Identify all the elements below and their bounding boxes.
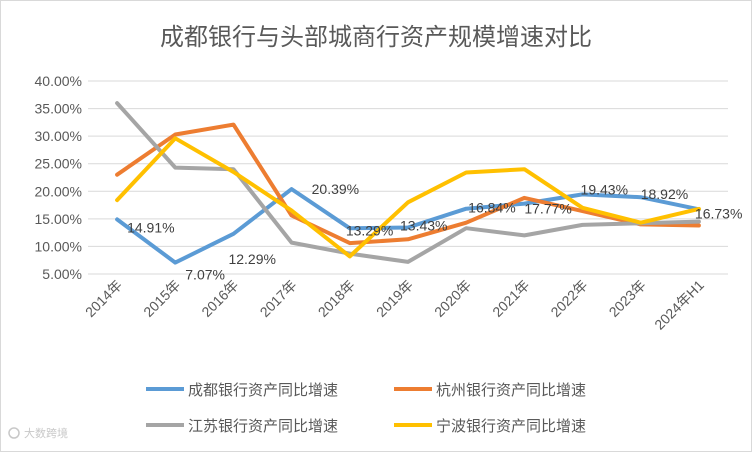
data-label: 18.92% [641,186,688,202]
series-line-2 [115,122,701,246]
watermark: 大数跨境 [8,426,68,440]
x-tick-label: 2015年 [140,277,183,320]
chart-title: 成都银行与头部城商行资产规模增速对比 [160,23,592,51]
data-label: 7.07% [185,267,225,283]
y-tick-label: 35.00% [35,101,82,117]
data-label: 19.43% [581,181,628,197]
gridlines [88,80,728,275]
x-tick-label: 2022年 [547,277,590,320]
legend-label: 杭州银行资产同比增速 [436,381,586,399]
series-line-3 [115,101,701,264]
data-label: 14.91% [127,219,174,235]
y-tick-label: 20.00% [35,183,82,199]
series-line-1 [115,187,701,265]
x-tick-label: 2023年 [606,277,649,320]
data-label: 20.39% [312,181,359,197]
legend-label: 江苏银行资产同比增速 [188,417,338,435]
y-tick-label: 10.00% [35,238,82,254]
x-axis-ticks: 2014年 2015年 2016年 2017年 2018年 2019年 2020年 2021年… [82,277,707,333]
data-label: 17.77% [524,201,571,217]
data-label: 12.29% [228,251,275,267]
y-tick-label: 15.00% [35,211,82,227]
legend-label: 成都银行资产同比增速 [188,381,338,399]
x-tick-label: 2021年 [489,277,532,320]
watermark-text: 大数跨境 [24,426,68,440]
x-tick-label: 2018年 [315,277,358,320]
y-tick-label: 40.00% [35,73,82,89]
x-tick-label: 2017年 [257,277,300,320]
y-axis-ticks: 5.00% 10.00% 15.00% 20.00% 25.00% 30.00% 35.00… [35,73,82,282]
y-tick-label: 5.00% [42,266,82,282]
y-tick-label: 30.00% [35,128,82,144]
y-tick-label: 25.00% [35,156,82,172]
data-label: 16.84% [468,200,515,216]
series-line-4 [115,136,701,259]
x-tick-label: 2024年H1 [651,277,707,333]
data-label: 13.29% [346,222,393,238]
series-lines [115,101,701,265]
x-tick-label: 2016年 [198,277,241,320]
legend-label: 宁波银行资产同比增速 [436,417,586,435]
data-label: 13.43% [400,218,447,234]
data-labels: 14.91% 7.07%12.29% 20.39% 13.29% 13.43% 16.84… [127,181,742,282]
x-tick-label: 2019年 [373,277,416,320]
x-tick-label: 2014年 [82,277,125,320]
data-label: 16.73% [695,205,742,221]
x-tick-label: 2020年 [431,277,474,320]
